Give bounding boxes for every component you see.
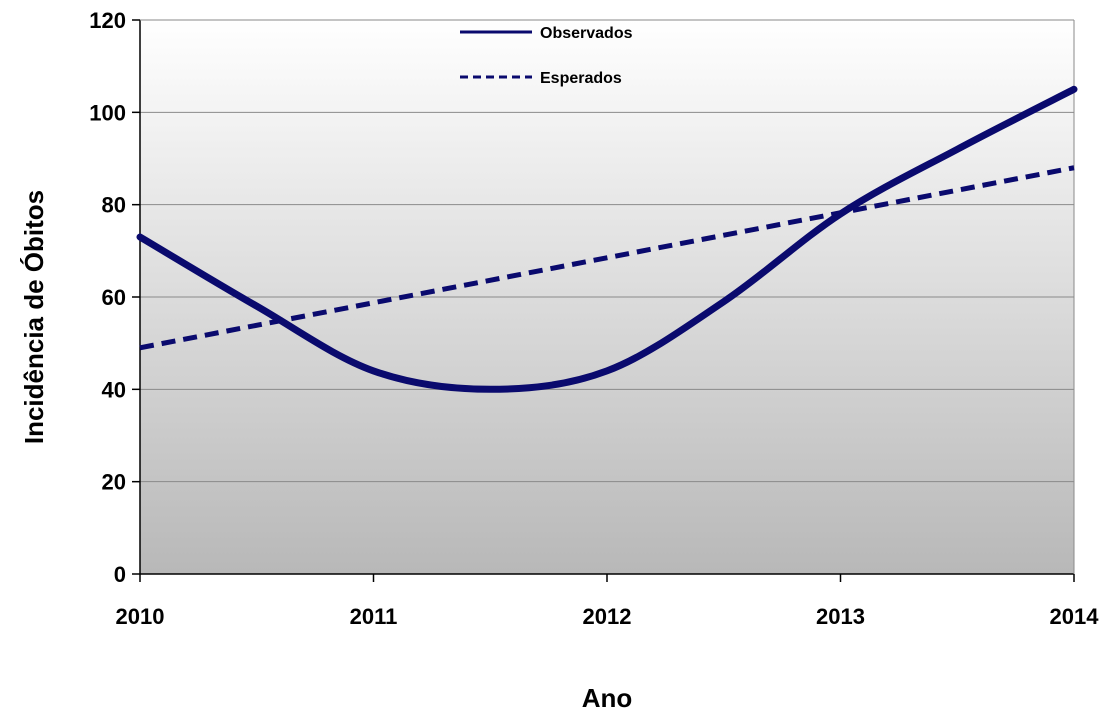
series-line-esperados [139,165,1075,351]
x-tick-label: 2014 [1050,604,1100,629]
y-tick-label: 60 [102,285,126,310]
y-tick-label: 120 [89,8,126,33]
y-tick-label: 0 [114,562,126,587]
legend: Observados Esperados [460,25,633,87]
y-tick-label: 20 [102,470,126,495]
series-line-observados [136,85,1078,393]
series-lines [136,85,1078,393]
x-axis-title: Ano [582,683,633,713]
x-tick-label: 2011 [350,604,398,629]
axes: 0 20 40 60 80 100 120 2010 2011 2012 2013 2014 [89,8,1099,629]
x-tick-label: 2010 [116,604,165,629]
y-tick-label: 40 [102,377,126,402]
x-tick-label: 2012 [583,604,632,629]
legend-label-observados: Observados [540,25,633,42]
y-tick-label: 80 [102,193,126,218]
y-axis-title: Incidência de Óbitos [19,190,49,444]
x-tick-label: 2013 [816,604,865,629]
legend-label-esperados: Esperados [540,70,622,87]
y-tick-label: 100 [89,100,126,125]
